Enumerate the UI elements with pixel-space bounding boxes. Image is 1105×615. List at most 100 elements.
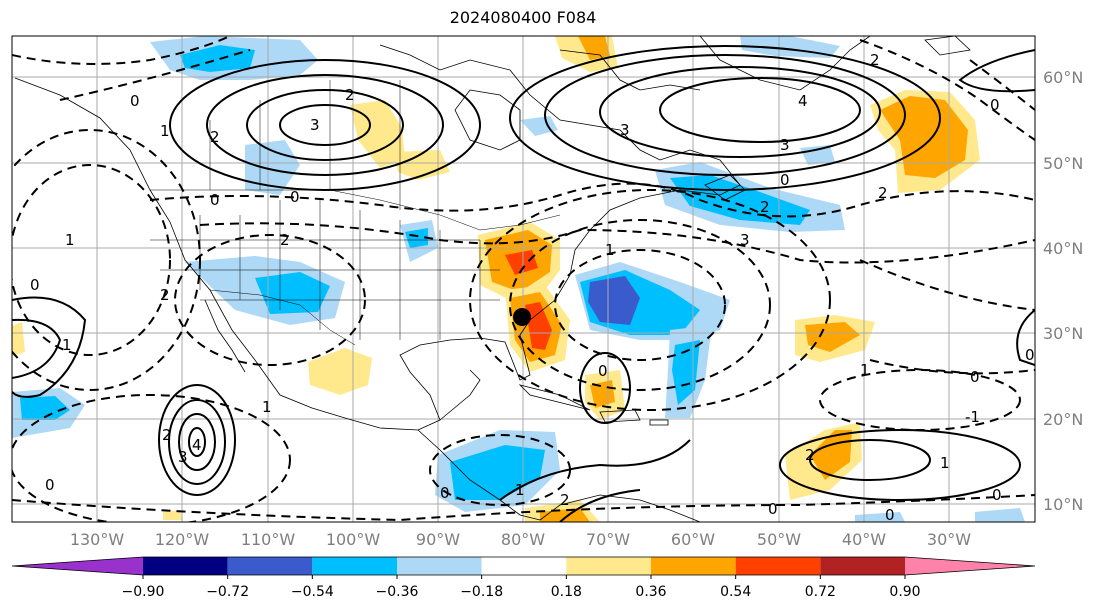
contour-label: 3 <box>620 121 630 139</box>
contour-label: 2 <box>870 51 880 69</box>
colorbar-tick-label: −0.18 <box>460 584 503 600</box>
neg-anomaly-southwest-core <box>255 272 330 314</box>
contour-label: 0 <box>992 486 1002 504</box>
coast-north-america <box>14 44 741 431</box>
colorbar-swatch <box>397 557 482 575</box>
contour-low-atlantic-2 <box>509 219 771 391</box>
colorbar-swatch <box>312 557 397 575</box>
lat-label: 40°N <box>1043 239 1083 258</box>
pos-anomaly-europe-core <box>880 96 968 178</box>
lon-label: 70°W <box>586 530 630 549</box>
contour-label: 1 <box>160 122 170 140</box>
colorbar-tick-label: 0.54 <box>720 584 751 600</box>
coast-central-america <box>417 429 541 521</box>
contour-low-atlantic-1 <box>554 249 726 361</box>
contour-high-atlantic-2 <box>544 54 906 176</box>
contour-low-midatlantic <box>819 369 1021 431</box>
contour-label: 0 <box>290 188 300 206</box>
lat-label: 20°N <box>1043 410 1083 429</box>
lat-label: 60°N <box>1043 68 1083 87</box>
colorbar-tick-label: −0.54 <box>291 584 334 600</box>
contour-high-pacific-1 <box>158 384 236 496</box>
contour-label: 1 <box>860 361 870 379</box>
pos-anomaly-canada <box>350 100 405 168</box>
contour-label: 2 <box>345 86 355 104</box>
contour-high-pacific-2 <box>168 399 226 485</box>
contour-high-pacific-3 <box>178 413 216 471</box>
border-states-2 <box>150 239 500 301</box>
pos-anomaly-north-core <box>578 36 610 60</box>
contours-negative <box>12 36 1035 522</box>
contour-neg-east <box>859 259 1035 311</box>
contour-east-1 <box>958 49 1035 93</box>
lat-label: 30°N <box>1043 324 1083 343</box>
lon-label: 60°W <box>671 530 715 549</box>
pos-anomaly-mexico <box>308 348 372 395</box>
contour-high-canada-2 <box>206 74 444 176</box>
contour-label: 3 <box>310 116 320 134</box>
contour-high-atlantic-4 <box>659 77 861 143</box>
lon-label: 120°W <box>155 530 210 549</box>
contour-low-pacific-1 <box>12 164 171 356</box>
contours-positive <box>12 45 1035 522</box>
contour-label: 4 <box>798 92 808 110</box>
lon-label: 100°W <box>326 530 381 549</box>
contour-label: 2 <box>280 231 290 249</box>
contour-label: -1 <box>965 408 980 426</box>
latitude-axis: 60°N 50°N 40°N 30°N 20°N 10°N <box>1043 68 1083 514</box>
contour-label-group: 0 1 2 3 2 3 4 3 2 0 2 0 1 0 1 2 4 3 2 1 … <box>30 51 1035 524</box>
contour-label: 1 <box>940 454 950 472</box>
pos-anomaly-canada-east <box>395 150 450 180</box>
colorbar-extend-high <box>905 557 1035 575</box>
contour-low-pacific-south <box>12 394 291 522</box>
contour-label: 2 <box>878 184 888 202</box>
contour-label: 0 <box>45 476 55 494</box>
contour-label: 0 <box>885 506 895 524</box>
neg-anomaly-labrador <box>520 116 558 136</box>
border-us-mexico <box>209 289 356 346</box>
contour-label: 1 <box>515 481 525 499</box>
colorbar-tick-label: 0.36 <box>635 584 666 600</box>
contour-label: 0 <box>768 500 778 518</box>
contour-low-atlantic-3 <box>469 189 831 411</box>
coast-greenland <box>699 36 871 91</box>
contour-label: 2 <box>162 426 172 444</box>
contour-label: 2 <box>760 198 770 216</box>
contour-label: 4 <box>192 436 202 454</box>
neg-anomaly-west <box>245 140 300 195</box>
contour-high-eastatlantic-1 <box>779 429 1021 501</box>
pos-anomaly-westcoast <box>12 322 25 356</box>
contour-neg-south <box>12 494 1035 522</box>
pos-anomaly-midatlantic-core <box>805 322 860 352</box>
contour-high-westpacific <box>12 296 87 398</box>
coast-cuba <box>518 384 591 411</box>
contour-label: 0 <box>970 368 980 386</box>
contour-low-pacific-2 <box>12 129 201 391</box>
lat-label: 10°N <box>1043 495 1083 514</box>
contour-high-canada-1 <box>169 59 481 191</box>
colorbar-swatch <box>143 557 228 575</box>
map-plot-area: 0 1 2 3 2 3 4 3 2 0 2 0 1 0 1 2 4 3 2 1 … <box>12 36 1035 524</box>
neg-anomaly-newfoundland-core <box>670 175 810 225</box>
contour-high-westpacific-inner <box>12 318 62 379</box>
colorbar-tick-label: −0.36 <box>376 584 419 600</box>
lon-label: 40°W <box>842 530 886 549</box>
contour-label: 2 <box>805 446 815 464</box>
contour-low-caribbean <box>429 434 571 506</box>
colorbar-swatch <box>735 557 821 575</box>
storm-position-marker <box>513 308 531 326</box>
lon-label: 130°W <box>70 530 125 549</box>
pos-anomaly-pacific-small <box>163 510 182 520</box>
contour-neg-northeast-2 <box>969 59 1035 111</box>
pos-anomaly-greatlakes-core <box>505 250 538 275</box>
contour-caribbean-1 <box>499 439 691 501</box>
contour-neg-north-2 <box>59 49 251 101</box>
contour-neg-east-2 <box>869 359 1035 375</box>
coast-south-america <box>539 494 701 522</box>
longitude-axis: 130°W 120°W 110°W 100°W 90°W 80°W 70°W 6… <box>70 530 971 549</box>
contour-label: 0 <box>210 191 220 209</box>
contour-high-atlantic-1 <box>509 45 941 191</box>
contour-high-atlantic-3 <box>599 66 881 158</box>
pos-anomaly-florida-core <box>525 302 552 350</box>
contour-high-bahamas <box>579 352 631 424</box>
